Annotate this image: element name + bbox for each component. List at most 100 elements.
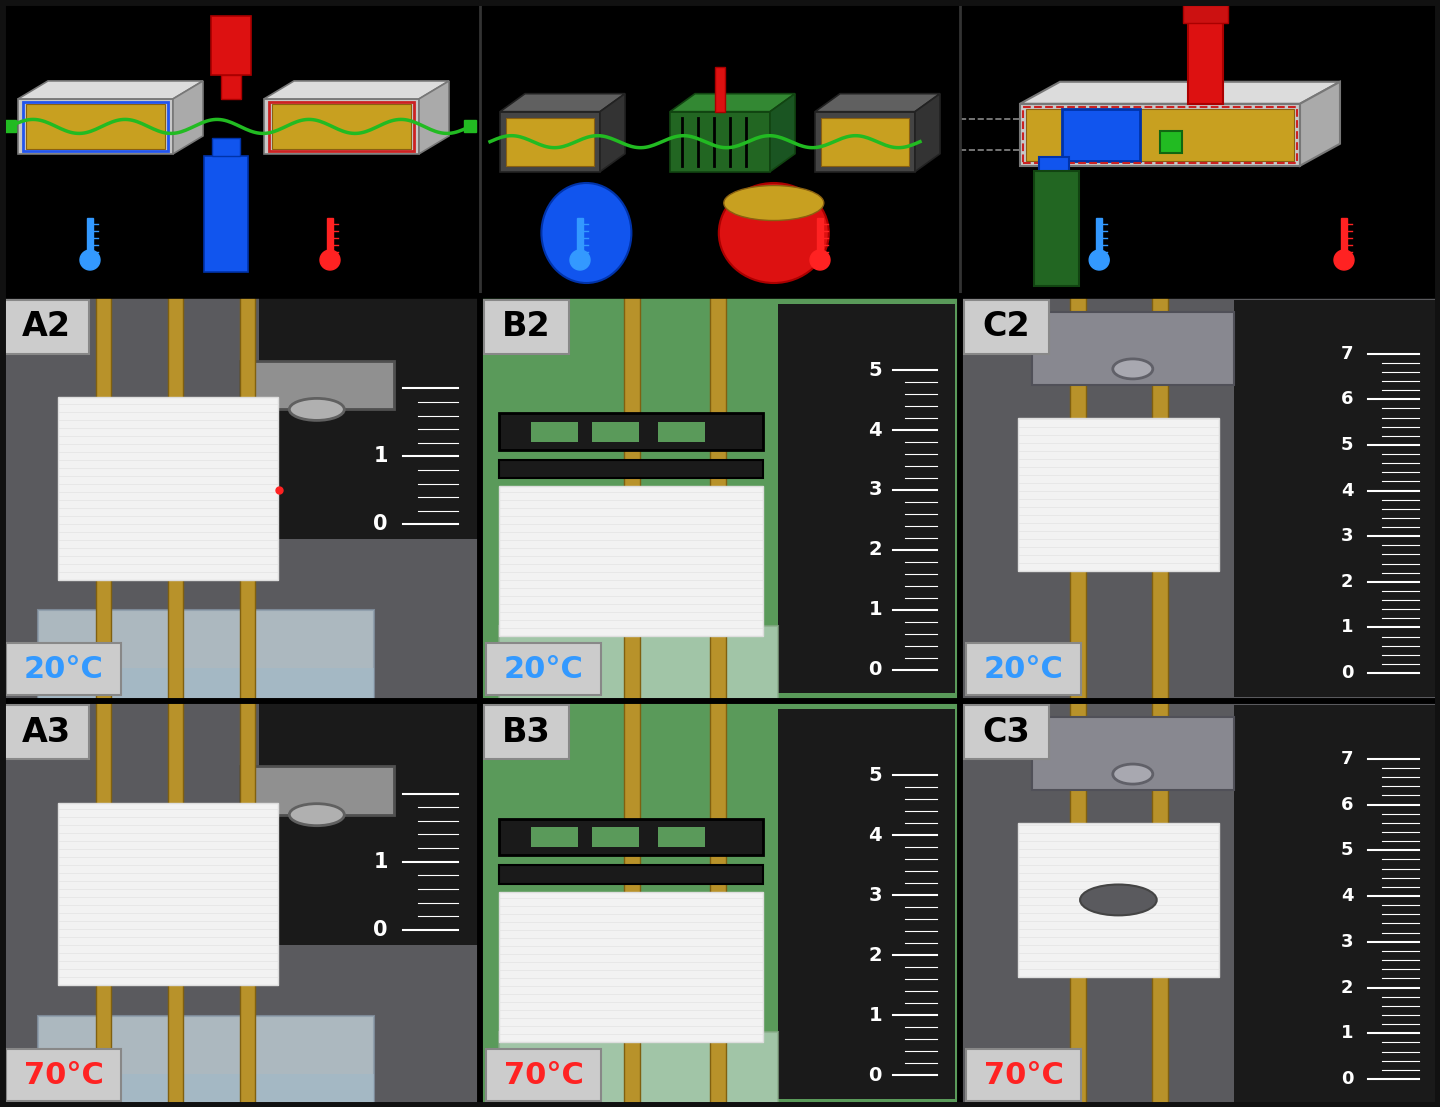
Text: 2: 2 xyxy=(1341,979,1354,996)
Bar xyxy=(58,397,278,579)
Bar xyxy=(966,643,1081,695)
Bar xyxy=(23,102,168,151)
Text: 1: 1 xyxy=(1341,619,1354,637)
Polygon shape xyxy=(914,94,940,172)
Bar xyxy=(96,296,111,701)
Bar xyxy=(531,827,579,847)
Ellipse shape xyxy=(1113,359,1153,379)
Bar xyxy=(327,218,333,256)
Text: 3: 3 xyxy=(868,886,883,904)
Polygon shape xyxy=(500,112,600,172)
Bar xyxy=(1034,170,1079,286)
Polygon shape xyxy=(17,81,203,99)
Bar xyxy=(716,68,724,112)
Bar xyxy=(1161,132,1182,154)
Bar xyxy=(960,701,1440,1107)
Text: 0: 0 xyxy=(1341,1070,1354,1088)
Bar xyxy=(240,701,255,1107)
Bar xyxy=(500,819,763,856)
Circle shape xyxy=(809,250,829,270)
Bar xyxy=(39,668,374,699)
Bar xyxy=(505,117,595,166)
Bar xyxy=(0,296,480,701)
Bar xyxy=(710,296,726,701)
Circle shape xyxy=(320,250,340,270)
Text: 3: 3 xyxy=(868,480,883,499)
Text: 7: 7 xyxy=(1341,749,1354,768)
Bar xyxy=(1070,296,1086,701)
Bar xyxy=(592,827,639,847)
Text: 1: 1 xyxy=(1341,1024,1354,1043)
Bar xyxy=(39,1016,374,1105)
Bar xyxy=(4,300,89,354)
Text: C2: C2 xyxy=(982,310,1030,343)
Polygon shape xyxy=(670,94,795,112)
Bar xyxy=(480,296,960,701)
Circle shape xyxy=(1089,250,1109,270)
Ellipse shape xyxy=(289,399,344,421)
Bar xyxy=(500,892,763,1042)
Text: 5: 5 xyxy=(868,361,883,380)
Bar xyxy=(1025,108,1295,161)
Polygon shape xyxy=(1020,82,1341,104)
Bar xyxy=(96,701,111,1107)
Bar xyxy=(480,296,960,701)
Bar xyxy=(0,296,480,701)
Bar xyxy=(168,701,183,1107)
Bar xyxy=(1096,218,1102,256)
Ellipse shape xyxy=(1113,764,1153,784)
Text: 70°C: 70°C xyxy=(984,1061,1063,1089)
Bar xyxy=(212,138,239,156)
Bar xyxy=(500,627,778,699)
Bar xyxy=(658,422,706,442)
Bar xyxy=(0,701,480,1107)
Polygon shape xyxy=(264,81,449,99)
Text: 3: 3 xyxy=(1341,933,1354,951)
Polygon shape xyxy=(1300,82,1341,166)
Bar xyxy=(778,710,955,1099)
Bar xyxy=(1022,106,1297,163)
Bar xyxy=(500,486,763,637)
Text: 2: 2 xyxy=(1341,572,1354,591)
Bar xyxy=(487,1049,600,1101)
Bar xyxy=(203,156,248,272)
Bar xyxy=(269,102,415,151)
Bar xyxy=(240,361,393,410)
Bar xyxy=(1234,705,1440,1103)
Bar xyxy=(710,701,726,1107)
Bar xyxy=(487,643,600,695)
Bar xyxy=(1152,701,1168,1107)
Bar xyxy=(6,1049,121,1101)
Text: 20°C: 20°C xyxy=(23,654,104,683)
Bar xyxy=(26,104,166,149)
Bar xyxy=(1184,6,1228,23)
Bar xyxy=(0,701,480,1107)
Bar xyxy=(1018,417,1220,571)
Ellipse shape xyxy=(719,183,829,283)
Bar xyxy=(484,300,569,354)
Text: 1: 1 xyxy=(868,1006,883,1025)
Bar xyxy=(592,422,639,442)
Bar xyxy=(272,104,410,149)
Bar xyxy=(259,701,480,944)
Text: 5: 5 xyxy=(868,766,883,785)
Text: A3: A3 xyxy=(22,715,71,748)
Ellipse shape xyxy=(724,186,824,220)
Bar xyxy=(531,422,579,442)
Bar xyxy=(1234,300,1440,697)
Bar xyxy=(1063,108,1140,161)
Text: 6: 6 xyxy=(1341,391,1354,408)
Bar xyxy=(577,218,583,256)
Bar xyxy=(220,75,240,99)
Bar xyxy=(39,1074,374,1105)
Bar xyxy=(1152,296,1168,701)
Text: 0: 0 xyxy=(373,515,387,535)
Bar xyxy=(240,296,255,701)
Bar xyxy=(210,15,251,75)
Bar xyxy=(500,1032,778,1105)
Bar xyxy=(484,705,569,759)
Polygon shape xyxy=(600,94,625,172)
Bar xyxy=(1032,717,1234,790)
Bar xyxy=(480,701,960,1107)
Bar xyxy=(960,296,1440,701)
